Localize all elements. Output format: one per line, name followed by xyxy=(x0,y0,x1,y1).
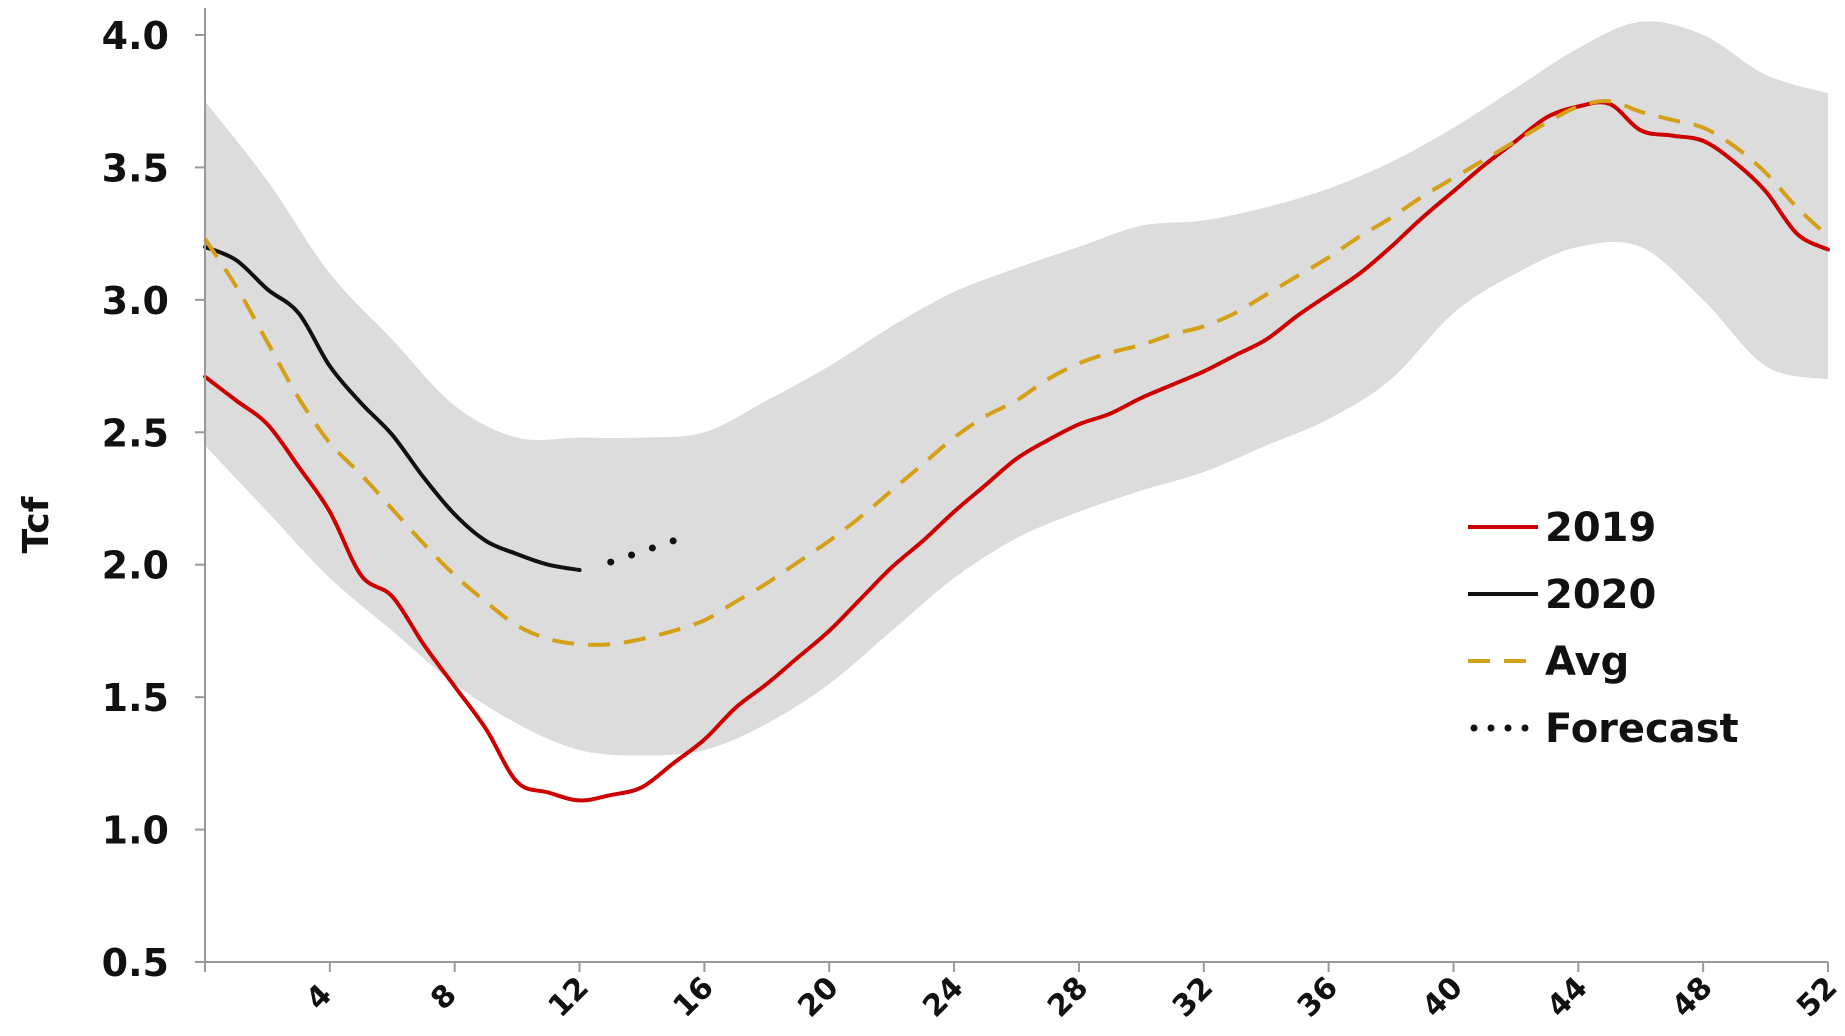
series-layer xyxy=(203,99,1830,803)
y-tick-label: 3.5 xyxy=(102,146,169,190)
range-band xyxy=(205,21,1828,756)
legend-swatch xyxy=(1487,724,1495,732)
series-line-avg xyxy=(203,99,1830,647)
x-tick-label: 36 xyxy=(1291,970,1345,1024)
legend-item-forecast: Forecast xyxy=(1470,706,1739,752)
x-tick-label: 52 xyxy=(1790,970,1844,1024)
y-tick-label: 1.5 xyxy=(102,676,169,720)
x-tick-label: 8 xyxy=(424,978,464,1018)
x-tick-label: 4 xyxy=(299,978,339,1018)
x-tick-label: 16 xyxy=(667,970,721,1024)
series-line-forecast xyxy=(607,537,677,566)
x-tick-label: 12 xyxy=(542,970,596,1024)
y-tick-label: 2.5 xyxy=(102,411,169,455)
forecast-dot xyxy=(648,544,656,552)
forecast-dot xyxy=(607,558,615,566)
series-line-2020 xyxy=(203,244,582,572)
legend-label: Forecast xyxy=(1545,706,1739,752)
legend-item-2020: 2020 xyxy=(1468,572,1656,618)
x-tick-label: 28 xyxy=(1041,970,1095,1024)
x-tick-layer: 4 8 12 16 20 24 28 32 36 40 44 48 52 xyxy=(204,962,1844,1024)
y-tick-label: 2.0 xyxy=(102,544,169,588)
x-tick-label: 24 xyxy=(916,970,970,1024)
y-tick-label: 3.0 xyxy=(102,279,169,323)
legend-swatch xyxy=(1470,724,1478,732)
x-tick-label: 20 xyxy=(791,970,845,1024)
legend-swatch xyxy=(1504,724,1512,732)
range-band-layer xyxy=(205,21,1828,756)
legend-item-2019: 2019 xyxy=(1468,505,1656,551)
y-tick-label: 4.0 xyxy=(102,14,169,58)
x-tick-label: 32 xyxy=(1166,970,1220,1024)
legend-swatch xyxy=(1521,724,1529,732)
y-tick-label: 0.5 xyxy=(102,941,169,985)
y-tick-layer: 4.0 3.5 3.0 2.5 2.0 1.5 1.0 0.5 xyxy=(102,14,205,985)
legend-item-avg: Avg xyxy=(1468,639,1629,685)
x-tick-label: 48 xyxy=(1665,970,1719,1024)
x-tick-label: 44 xyxy=(1540,970,1594,1024)
y-axis-title: Tcf xyxy=(16,496,57,553)
forecast-dot xyxy=(628,551,636,559)
x-tick-label: 40 xyxy=(1416,970,1470,1024)
forecast-dot xyxy=(669,537,677,545)
legend-label: Avg xyxy=(1545,639,1629,685)
series-line-2019 xyxy=(203,100,1830,803)
legend-label: 2019 xyxy=(1545,505,1656,551)
legend-label: 2020 xyxy=(1545,572,1656,618)
legend: 2019 2020 Avg Forecast xyxy=(1468,505,1739,752)
y-tick-label: 1.0 xyxy=(102,809,169,853)
